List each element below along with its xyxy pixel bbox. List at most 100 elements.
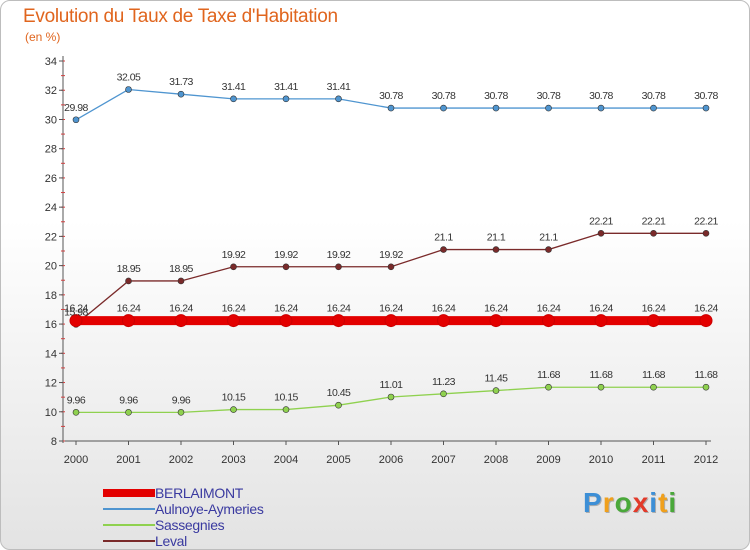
data-label: 22.21 <box>694 215 718 227</box>
data-label: 16.24 <box>589 303 613 315</box>
data-point <box>72 409 80 416</box>
data-label: 30.78 <box>432 90 456 102</box>
data-point <box>174 314 188 328</box>
data-label: 18.95 <box>169 263 193 275</box>
data-label: 16.24 <box>169 303 193 315</box>
data-point <box>545 104 552 112</box>
y-tick-label: 32 <box>45 85 57 97</box>
data-label: 32.05 <box>117 72 141 84</box>
data-label: 10.15 <box>274 392 298 404</box>
data-point <box>227 314 240 328</box>
data-label: 11.68 <box>590 369 614 381</box>
y-tick-label: 28 <box>45 144 57 156</box>
data-label: 16.24 <box>642 303 666 315</box>
data-point <box>650 230 657 237</box>
data-point <box>335 401 342 409</box>
data-point <box>125 409 132 416</box>
data-label: 15.98 <box>64 306 88 318</box>
data-label: 30.78 <box>537 90 561 102</box>
data-point <box>282 95 290 103</box>
data-label: 16.24 <box>274 303 298 315</box>
data-label: 16.24 <box>379 303 403 315</box>
data-point <box>545 383 552 391</box>
logo-letter: r <box>602 487 615 518</box>
data-label: 9.96 <box>67 394 86 406</box>
data-label: 16.24 <box>432 303 456 315</box>
y-tick-label: 20 <box>45 261 57 273</box>
data-label: 11.23 <box>432 376 456 388</box>
data-label: 31.73 <box>169 76 193 88</box>
data-point <box>437 314 450 328</box>
data-point <box>440 390 447 398</box>
data-point <box>650 383 657 391</box>
data-label: 31.41 <box>222 81 246 93</box>
data-label: 21.1 <box>539 232 558 244</box>
y-tick-label: 12 <box>45 378 57 390</box>
data-point <box>597 104 605 112</box>
data-label: 30.78 <box>379 90 403 102</box>
data-label: 11.01 <box>380 379 404 391</box>
x-tick-label: 2000 <box>64 454 88 466</box>
data-point <box>282 263 290 271</box>
data-point <box>699 314 713 328</box>
data-label: 31.41 <box>327 81 351 93</box>
proxiti-logo: Proxiti <box>583 487 677 519</box>
data-point <box>125 277 132 285</box>
data-point <box>230 95 237 103</box>
data-point <box>650 104 657 112</box>
data-label: 30.78 <box>694 90 718 102</box>
data-point <box>492 246 500 253</box>
data-label: 11.68 <box>642 369 666 381</box>
data-point <box>542 314 555 328</box>
data-label: 10.45 <box>327 387 351 399</box>
y-tick-label: 8 <box>51 436 57 448</box>
data-point <box>702 104 710 112</box>
data-label: 11.68 <box>537 369 561 381</box>
x-tick-label: 2011 <box>642 454 666 466</box>
logo-letter: x <box>632 487 650 518</box>
data-point <box>125 86 132 93</box>
data-point <box>332 314 345 328</box>
data-point <box>177 409 185 416</box>
data-point <box>597 383 605 391</box>
data-point <box>387 104 395 112</box>
x-tick-label: 2001 <box>116 454 140 466</box>
y-tick-label: 30 <box>45 114 57 126</box>
data-label: 9.96 <box>172 394 191 406</box>
data-point <box>597 230 605 237</box>
data-point <box>177 90 185 98</box>
data-point <box>489 314 503 328</box>
data-point <box>122 314 135 328</box>
data-point <box>387 393 395 401</box>
y-tick-label: 16 <box>45 319 57 331</box>
data-label: 16.24 <box>694 303 718 315</box>
y-tick-label: 18 <box>45 290 57 302</box>
data-label: 11.68 <box>695 369 719 381</box>
data-label: 22.21 <box>589 215 613 227</box>
y-tick-label: 10 <box>45 407 57 419</box>
data-label: 19.92 <box>379 249 403 261</box>
data-label: 18.95 <box>117 263 141 275</box>
x-tick-label: 2010 <box>589 454 613 466</box>
data-label: 19.92 <box>222 249 246 261</box>
data-point <box>545 246 552 253</box>
data-point <box>279 314 293 328</box>
y-tick-label: 26 <box>45 173 57 185</box>
data-point <box>69 314 83 328</box>
data-label: 30.78 <box>642 90 666 102</box>
data-label: 16.24 <box>327 303 351 315</box>
data-point <box>384 314 398 328</box>
data-point <box>647 314 660 328</box>
logo-letter: t <box>658 487 669 518</box>
x-tick-label: 2003 <box>221 454 245 466</box>
data-label: 19.92 <box>274 249 298 261</box>
data-point <box>335 95 342 103</box>
legend-swatch <box>103 508 155 510</box>
data-label: 29.98 <box>64 102 88 114</box>
data-point <box>230 263 237 271</box>
legend-swatch <box>103 540 155 542</box>
data-point <box>230 406 237 413</box>
data-point <box>594 314 608 328</box>
x-tick-label: 2009 <box>536 454 560 466</box>
